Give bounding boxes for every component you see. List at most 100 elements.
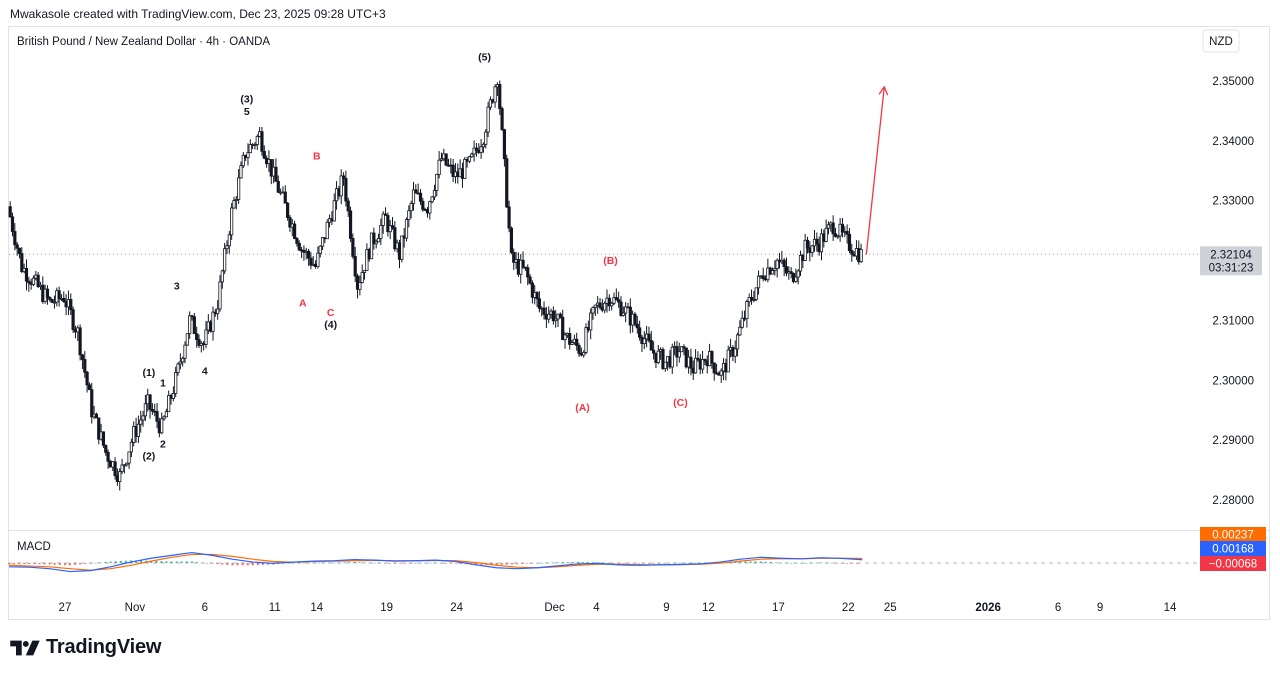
macd-histogram-bar xyxy=(343,562,346,563)
candle-body xyxy=(253,144,257,146)
candle-body xyxy=(782,259,786,268)
macd-histogram-bar xyxy=(810,562,813,564)
wave-label: 4 xyxy=(202,365,208,377)
candle-body xyxy=(246,152,250,159)
macd-histogram-bar xyxy=(764,561,767,563)
time-tick-label: 14 xyxy=(1164,602,1177,614)
candle-body xyxy=(486,106,490,133)
candle-body xyxy=(794,276,798,283)
candle-body xyxy=(83,359,87,373)
macd-histogram-bar xyxy=(99,562,102,563)
macd-histogram-bar xyxy=(251,563,254,566)
candle-body xyxy=(386,215,390,233)
tradingview-wordmark: TradingView xyxy=(46,636,162,658)
candle-body xyxy=(50,299,54,303)
candle-body xyxy=(27,280,31,284)
candle-body xyxy=(493,86,497,103)
macd-histogram-bar xyxy=(475,563,478,565)
candle-body xyxy=(798,255,803,272)
macd-histogram-bar xyxy=(404,563,407,564)
candle-body xyxy=(467,156,472,162)
macd-histogram-bar xyxy=(460,563,463,564)
macd-histogram-bar xyxy=(602,562,605,564)
candle-body xyxy=(162,416,166,420)
candle-body xyxy=(118,471,122,482)
macd-histogram-bar xyxy=(856,563,859,564)
candle-body xyxy=(819,233,824,253)
candle-body xyxy=(700,359,705,370)
macd-histogram-bar xyxy=(683,562,686,564)
macd-histogram-bar xyxy=(165,561,168,563)
candle-body xyxy=(428,201,432,214)
macd-histogram-bar xyxy=(505,563,508,565)
wave-label: 3 xyxy=(174,280,180,292)
candle-body xyxy=(614,297,618,301)
macd-histogram-bar xyxy=(734,561,737,563)
macd-histogram-bar xyxy=(338,562,341,564)
candle-body xyxy=(554,318,558,322)
time-tick-label: Nov xyxy=(125,602,146,614)
macd-histogram-bar xyxy=(134,560,137,563)
macd-line xyxy=(8,551,863,573)
candle-body xyxy=(87,384,92,391)
candle-body xyxy=(624,306,628,314)
candle-body xyxy=(174,372,178,394)
candle-body xyxy=(621,312,625,316)
chart-frame xyxy=(8,26,1270,620)
gridlines xyxy=(9,253,1269,531)
candle-body xyxy=(351,238,355,257)
time-tick-label: 27 xyxy=(59,602,72,614)
projection-arrow-head xyxy=(878,85,889,96)
candle-body xyxy=(8,206,12,218)
macd-histogram-bar xyxy=(368,562,371,564)
macd-histogram-bar xyxy=(383,563,386,564)
macd-histogram-bar xyxy=(211,563,214,564)
tradingview-logo[interactable]: TradingView xyxy=(10,636,161,659)
candle-body xyxy=(542,307,546,315)
candle-body xyxy=(805,239,810,249)
macd-histogram-bar xyxy=(353,562,356,563)
macd-histogram-bar xyxy=(556,562,559,563)
wave-label: (5) xyxy=(478,52,491,64)
candle-body xyxy=(181,357,185,363)
candle-body xyxy=(677,351,681,358)
macd-histogram-bar xyxy=(206,563,209,564)
macd-histogram-bar xyxy=(510,563,513,565)
wave-label: C xyxy=(327,307,335,319)
macd-histogram-bar xyxy=(104,561,107,563)
macd-histogram-bar xyxy=(388,563,391,564)
candle-body xyxy=(346,200,350,212)
macd-histogram-bar xyxy=(180,561,183,563)
candle-body xyxy=(344,177,348,202)
candle-body xyxy=(561,316,565,341)
macd-histogram-bar xyxy=(63,563,66,566)
price-axis: 2.35000 2.34000 2.33000 2.31000 2.30000 2.290… xyxy=(1200,76,1262,507)
candle-body xyxy=(160,418,164,434)
price-tick-label: 2.31000 xyxy=(1212,315,1254,327)
macd-histogram-bar xyxy=(185,561,188,563)
macd-histogram-bar xyxy=(175,561,178,563)
macd-histogram-bar xyxy=(449,563,452,564)
candle-body xyxy=(62,298,66,302)
time-tick-label: Dec xyxy=(544,602,565,614)
macd-histogram-bar xyxy=(439,562,442,564)
candle-body xyxy=(745,301,749,320)
price-tick-label: 2.34000 xyxy=(1212,136,1254,148)
time-tick-label: 6 xyxy=(202,602,208,614)
macd-histogram-bar xyxy=(23,563,26,564)
macd-histogram-bar xyxy=(454,563,457,564)
macd-histogram-bar xyxy=(800,563,803,564)
candle-body xyxy=(225,245,229,250)
candle-body xyxy=(535,292,539,300)
macd-histogram-bar xyxy=(302,562,305,564)
macd-histogram-bar xyxy=(805,562,808,564)
macd-histogram-bar xyxy=(698,562,701,564)
time-tick-label: 4 xyxy=(593,602,600,614)
candle-body xyxy=(719,370,723,376)
macd-histogram-bar xyxy=(612,563,615,564)
macd-histogram-bar xyxy=(490,563,493,565)
candle-body xyxy=(547,313,551,320)
candle-body xyxy=(558,313,562,318)
currency-button[interactable] xyxy=(1202,29,1240,53)
